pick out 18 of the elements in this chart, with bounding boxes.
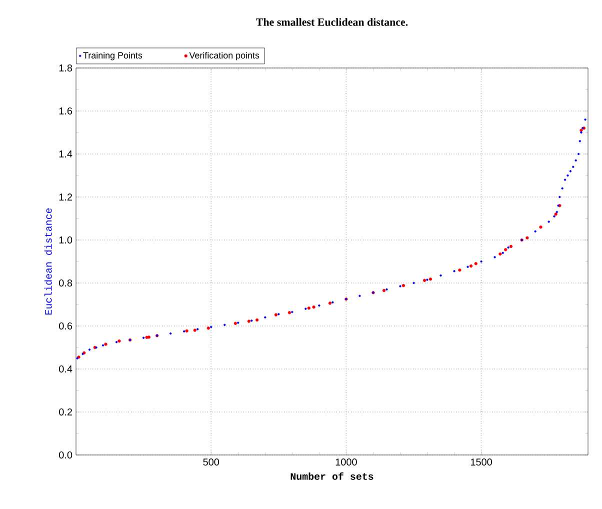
y-tick-label: 1.8 — [59, 64, 72, 72]
y-tick-label: 1.2 — [59, 194, 72, 200]
y-tick-label: 0.6 — [59, 322, 72, 330]
y-tick-label: 1.4 — [59, 150, 72, 158]
y-tick-label: 0.0 — [59, 451, 72, 459]
x-tick-label: 1000 — [336, 458, 357, 466]
legend-label: Verification points — [189, 52, 260, 60]
y-tick-label: 0.4 — [59, 365, 72, 373]
y-axis-title: Euclidean distance — [44, 208, 52, 315]
x-tick-label: 500 — [203, 458, 220, 466]
y-tick-label: 1.0 — [59, 236, 72, 244]
y-tick-label: 1.6 — [59, 107, 72, 115]
chart-title: The smallest Euclidean distance. — [256, 18, 408, 26]
y-tick-label: 0.2 — [59, 408, 72, 416]
x-axis-title: Number of sets — [290, 472, 374, 480]
y-tick-label: 0.8 — [59, 279, 72, 287]
legend-label: Training Points — [83, 52, 142, 60]
x-tick-label: 1500 — [470, 458, 492, 466]
